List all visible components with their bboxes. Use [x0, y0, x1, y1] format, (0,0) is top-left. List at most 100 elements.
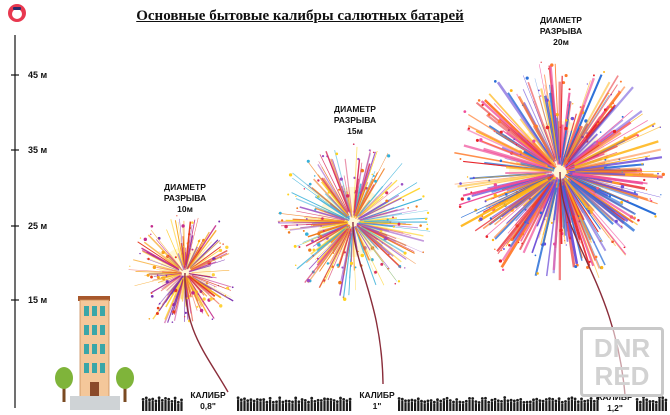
person-head	[141, 397, 145, 401]
burst-ray	[363, 223, 424, 237]
burst-ray	[545, 187, 559, 277]
person-silhouette	[596, 399, 599, 411]
burst-ray	[362, 222, 418, 229]
burst-spark	[539, 95, 542, 97]
burst-spark	[659, 126, 661, 129]
burst-ray	[567, 94, 610, 161]
person-head	[525, 400, 529, 404]
burst-ray	[325, 151, 350, 212]
burst-spark	[317, 232, 321, 236]
person-head	[259, 398, 262, 402]
burst-ray	[552, 186, 561, 271]
burst-ray	[141, 247, 179, 270]
burst-ray	[467, 124, 547, 166]
burst-ray	[520, 162, 555, 172]
burst-ray	[319, 154, 349, 213]
person-silhouette	[510, 401, 513, 411]
burst-ray	[354, 162, 363, 214]
person-silhouette	[262, 401, 265, 411]
burst-ray	[568, 131, 622, 168]
person-head	[416, 397, 420, 401]
burst-ray	[569, 174, 624, 190]
person-silhouette	[462, 403, 465, 411]
person-silhouette	[542, 402, 545, 411]
person-silhouette	[237, 399, 240, 411]
burst-ray	[156, 269, 181, 273]
building-window	[100, 344, 105, 354]
person-head	[538, 399, 542, 403]
burst-spark	[619, 80, 622, 83]
person-head	[661, 396, 665, 400]
axis-tick-35: 35 м	[28, 145, 48, 155]
burst-spark	[305, 232, 309, 236]
burst-spark	[352, 143, 355, 146]
burst-spark	[317, 179, 320, 182]
burst-ray	[572, 120, 648, 165]
burst-spark	[287, 193, 290, 196]
person-head	[249, 398, 253, 402]
person-silhouette	[269, 399, 272, 411]
burst-spark	[609, 105, 613, 109]
burst-spark	[492, 197, 495, 200]
burst-spark	[385, 191, 389, 195]
burst-ray	[187, 275, 205, 296]
burst-spark	[467, 127, 471, 130]
person-head	[160, 399, 164, 402]
burst-ray	[522, 89, 555, 160]
launch-trail	[184, 272, 229, 393]
burst-spark	[338, 188, 341, 191]
burst-spark	[139, 252, 141, 255]
burst-spark	[311, 239, 314, 243]
person-head	[532, 398, 535, 402]
building-window	[92, 325, 97, 335]
person-head	[442, 398, 446, 401]
burst-spark	[372, 151, 375, 154]
burst-spark	[637, 219, 640, 222]
person-silhouette	[436, 401, 439, 411]
person-silhouette	[593, 402, 596, 411]
burst-ray	[355, 227, 369, 261]
person-silhouette	[490, 401, 493, 411]
burst-spark	[165, 275, 168, 277]
burst-ray	[559, 75, 563, 158]
burst-ray	[545, 179, 559, 223]
burst-ray	[143, 241, 180, 269]
burst-ray	[524, 178, 556, 223]
burst-spark	[321, 154, 325, 158]
person-silhouette	[590, 399, 593, 411]
burst-spark	[293, 244, 297, 248]
person-head	[271, 400, 275, 404]
burst-spark	[402, 199, 405, 201]
person-head	[592, 399, 596, 403]
burst-ray	[571, 174, 639, 196]
burst-ray	[188, 265, 212, 273]
burst-ray	[318, 161, 349, 214]
caliber-label-large: КАЛИБР 1,2"	[590, 392, 640, 414]
burst-ray	[354, 182, 369, 217]
burst-ray	[494, 179, 551, 226]
person-silhouette	[449, 402, 452, 411]
burst-ray	[358, 181, 393, 217]
building-window	[84, 363, 89, 373]
burst-ray	[302, 224, 346, 243]
person-head	[503, 396, 507, 399]
burst-spark	[374, 270, 378, 274]
person-silhouette	[577, 403, 580, 411]
burst-spark	[211, 318, 214, 320]
burst-spark	[191, 291, 195, 295]
burst-spark	[570, 116, 575, 121]
burst-spark	[545, 125, 550, 130]
burst-ray	[498, 118, 552, 165]
burst-ray	[329, 196, 350, 219]
person-head	[544, 398, 548, 401]
burst-spark	[499, 159, 503, 163]
burst-ray	[185, 252, 191, 271]
person-silhouette	[301, 401, 304, 411]
person-silhouette	[417, 400, 420, 411]
person-silhouette	[167, 400, 170, 411]
burst-spark	[620, 200, 624, 204]
burst-ray	[534, 187, 558, 276]
burst-spark	[517, 241, 520, 244]
burst-spark	[387, 154, 391, 158]
burst-ray	[466, 128, 547, 167]
